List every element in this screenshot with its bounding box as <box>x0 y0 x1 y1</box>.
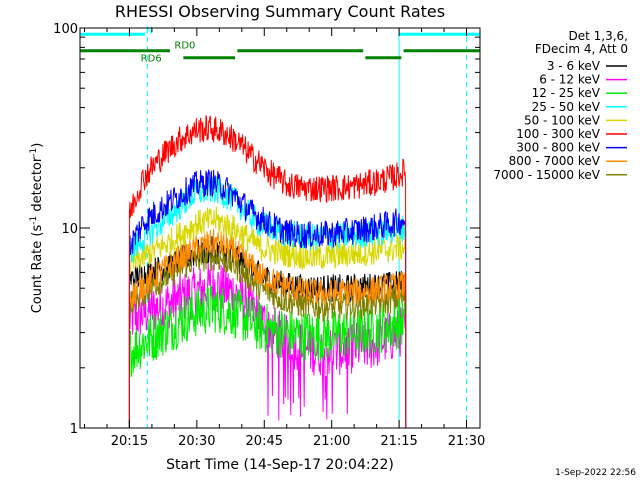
series-line-12-25-kev <box>128 284 407 429</box>
legend-label-25-50-kev: 25 - 50 keV <box>532 100 601 114</box>
timestamp: 1-Sep-2022 22:56 <box>555 468 636 478</box>
x-axis: 20:15 20:30 20:45 21:00 21:15 21:30 <box>83 28 485 449</box>
legend-label-3-6-kev: 3 - 6 keV <box>547 59 601 73</box>
series-line-100-300-kev <box>128 115 407 429</box>
series-line-300-800-kev <box>128 169 407 429</box>
y-axis-label-sup2: -1 <box>29 148 39 157</box>
chart-title: RHESSI Observing Summary Count Rates <box>115 2 445 21</box>
legend-label-6-12-kev: 6 - 12 keV <box>539 73 601 87</box>
legend-label-7000-15000-kev: 7000 - 15000 keV <box>493 168 600 182</box>
x-axis-label: Start Time (14-Sep-17 20:04:22) <box>166 457 394 473</box>
y-tick-label: 1 <box>70 422 78 437</box>
y-axis-label-mid: detector <box>30 156 45 216</box>
y-tick-label: 100 <box>53 22 78 37</box>
y-axis: 1 10 100 <box>53 22 480 437</box>
legend-label-50-100-kev: 50 - 100 keV <box>524 113 601 127</box>
legend-header-line-1: Det 1,3,6, <box>569 29 629 43</box>
x-tick-label: 20:15 <box>111 434 148 449</box>
legend-label-100-300-kev: 100 - 300 keV <box>516 127 600 141</box>
y-tick-label: 10 <box>61 222 78 237</box>
x-tick-label: 21:00 <box>313 434 350 449</box>
y-axis-label: Count Rate (s-1 detector-1) <box>29 143 45 314</box>
legend-label-300-800-kev: 300 - 800 keV <box>516 141 600 155</box>
y-axis-label-suffix: ) <box>30 143 45 148</box>
legend-label-12-25-kev: 12 - 25 keV <box>532 86 601 100</box>
x-tick-label: 20:30 <box>178 434 215 449</box>
x-tick-label: 21:30 <box>448 434 485 449</box>
plot-area: N RD0 RD6 <box>79 25 480 429</box>
flag-label-rd0: RD0 <box>174 41 195 52</box>
legend-label-800-7000-kev: 800 - 7000 keV <box>509 154 601 168</box>
legend-header-line-2: FDecim 4, Att 0 <box>535 42 628 56</box>
series-line-50-100-kev <box>128 206 407 429</box>
x-tick-label: 21:15 <box>380 434 417 449</box>
y-axis-label-prefix: Count Rate (s <box>30 225 45 314</box>
y-axis-label-sup1: -1 <box>29 216 39 225</box>
x-tick-label: 20:45 <box>246 434 283 449</box>
series-line-800-7000-kev <box>128 228 407 429</box>
flag-label-n: N <box>146 25 153 36</box>
flag-label-rd6: RD6 <box>141 54 162 65</box>
